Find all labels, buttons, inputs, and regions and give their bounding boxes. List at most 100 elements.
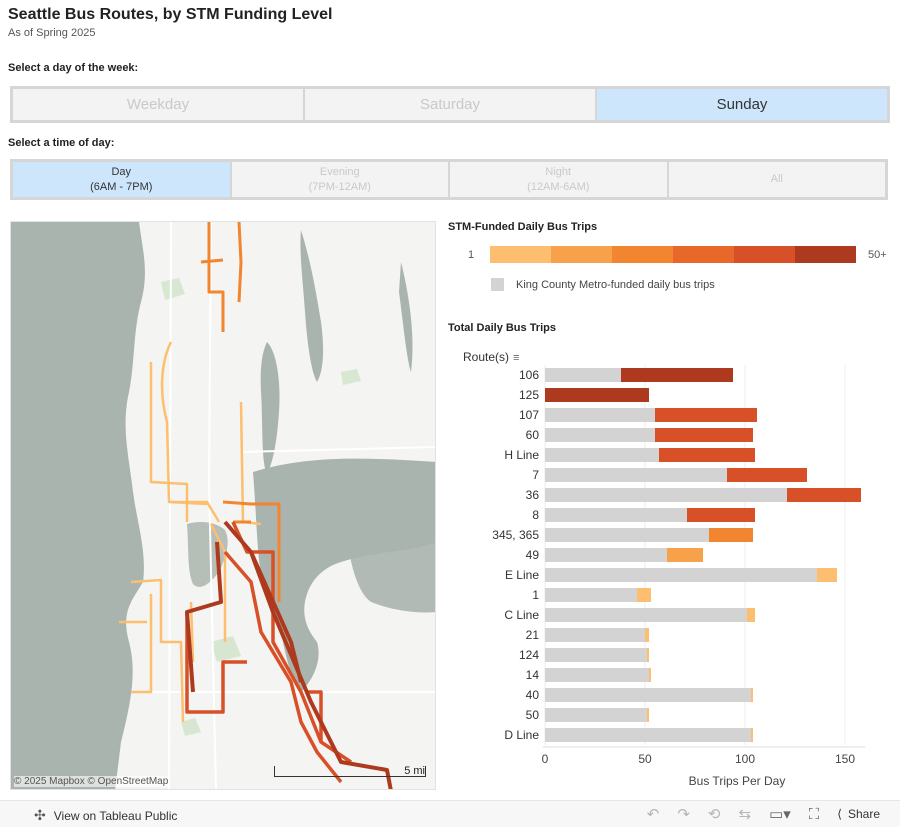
bar-stm [647,708,649,722]
bar-stm [637,588,651,602]
dashboard-title: Seattle Bus Routes, by STM Funding Level [8,6,333,23]
bar-kcm [545,448,659,462]
category-label: 49 [526,548,540,562]
bar-kcm [545,628,645,642]
category-label: 7 [532,468,539,482]
bar-kcm [545,588,637,602]
bar-stm [747,608,755,622]
map-scale-label: 5 mi [404,765,425,777]
bar-stm [751,688,753,702]
fullscreen-icon[interactable]: ⛶ [808,805,820,823]
category-label: 125 [519,388,539,402]
bar-kcm [545,548,667,562]
x-tick-label: 100 [735,752,755,766]
bar-stm [545,388,649,402]
bar-kcm [545,428,655,442]
day-option-sunday[interactable]: Sunday [597,89,887,120]
legend-swatch [490,246,551,263]
map-routes-mid [200,222,281,602]
bar-stm [751,728,753,742]
category-label: D Line [504,728,539,742]
legend-low-label: 1 [468,249,475,261]
bar-kcm [545,688,751,702]
redo-icon[interactable]: ↷ [677,806,690,823]
map-water [11,222,435,789]
view-on-tableau-link[interactable]: ✣ View on Tableau Public [34,807,177,824]
legend-title: STM-Funded Daily Bus Trips [448,221,598,233]
bar-stm [727,468,807,482]
row-header-label: Route(s) [463,350,509,364]
x-tick-label: 0 [542,752,549,766]
dashboard-subtitle: As of Spring 2025 [8,27,96,39]
bar-kcm [545,408,655,422]
day-option-saturday[interactable]: Saturday [305,89,595,120]
legend-swatch [795,246,856,263]
bar-stm [667,548,703,562]
view-on-tableau-label: View on Tableau Public [53,808,178,823]
bar-kcm [545,728,751,742]
category-label: 50 [526,708,540,722]
time-option-day[interactable]: Day (6AM - 7PM) [13,162,230,197]
time-filter-label: Select a time of day: [8,137,115,149]
bar-stm [687,508,755,522]
bar-stm [787,488,861,502]
time-option-all[interactable]: All [668,162,885,197]
category-label: 60 [526,428,540,442]
revert-icon[interactable]: ⟲ [707,806,721,823]
day-option-weekday[interactable]: Weekday [13,89,303,120]
share-icon: ⟨ [837,807,842,821]
x-tick-label: 150 [835,752,855,766]
bar-kcm [545,568,817,582]
bar-kcm [545,608,747,622]
time-option-range: (7PM-12AM) [308,180,371,193]
time-option-night[interactable]: Night (12AM-6AM) [450,162,667,197]
comment-icon[interactable]: ▭▾ [769,806,791,823]
map-canvas[interactable] [11,222,436,790]
category-label: 21 [526,628,540,642]
time-filter: Day (6AM - 7PM) Evening (7PM-12AM) Night… [10,159,888,200]
route-map[interactable]: © 2025 Mapbox © OpenStreetMap 5 mi [10,221,436,790]
legend-swatch [551,246,612,263]
bar-stm [655,428,753,442]
share-label: Share [847,807,880,821]
time-option-name: Evening [319,165,360,178]
bar-kcm [545,468,727,482]
legend-swatch [673,246,734,263]
bar-stm [655,408,757,422]
bar-kcm [545,528,709,542]
time-option-evening[interactable]: Evening (7PM-12AM) [231,162,448,197]
map-roads [141,222,435,789]
category-label: C Line [504,608,539,622]
category-label: H Line [504,448,539,462]
bar-kcm [545,368,621,382]
category-label: 124 [519,648,539,662]
map-routes-darkest [185,520,393,789]
map-land-features [161,278,361,736]
undo-icon[interactable]: ↶ [646,806,660,823]
map-attribution: © 2025 Mapbox © OpenStreetMap [14,776,169,787]
category-label: 8 [532,508,539,522]
time-option-name: All [770,173,783,185]
bar-kcm [545,508,687,522]
bar-kcm [545,668,649,682]
category-label: 1 [532,588,539,602]
legend-color-ramp [490,246,856,263]
category-label: 345, 365 [492,528,539,542]
time-option-range: (12AM-6AM) [527,180,590,193]
legend-swatch [734,246,795,263]
bar-kcm [545,488,787,502]
day-filter-label: Select a day of the week: [8,62,139,74]
chart-title: Total Daily Bus Trips [448,322,556,334]
map-scale-bar [274,766,426,777]
bar-stm [621,368,733,382]
bar-kcm [545,648,647,662]
share-button[interactable]: ⟨ Share [837,807,880,821]
category-label: 107 [519,408,539,422]
legend-kcm-label: King County Metro-funded daily bus trips [516,279,715,291]
legend-swatch [612,246,673,263]
bar-stm [817,568,837,582]
refresh-icon[interactable]: ⇆ [738,806,752,823]
time-option-name: Day [111,165,132,178]
bar-stm [659,448,755,462]
bar-stm [709,528,753,542]
